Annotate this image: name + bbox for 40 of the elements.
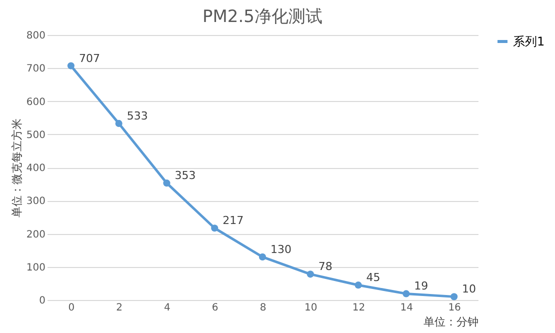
data-label: 45 [366, 271, 380, 284]
point [115, 120, 122, 127]
y-tick-label: 700 [26, 64, 46, 75]
y-tick-label: 800 [26, 30, 46, 42]
y-tick-label: 400 [26, 163, 46, 174]
point [258, 253, 266, 260]
y-tick-label: 200 [26, 229, 46, 240]
x-tick-label: 10 [304, 302, 318, 314]
x-tick-label: 8 [260, 302, 266, 314]
x-tick-label: 2 [116, 302, 123, 314]
x-tick-label: 16 [448, 302, 461, 314]
point [67, 62, 74, 70]
y-tick-label: 600 [26, 96, 46, 108]
legend-label: 系列1 [513, 34, 545, 48]
data-label: 10 [462, 282, 476, 296]
data-label: 217 [222, 214, 244, 228]
data-label: 19 [414, 280, 428, 293]
data-label: 130 [270, 242, 292, 256]
x-tick-label: 12 [352, 302, 366, 314]
y-tick-label: 100 [26, 262, 46, 274]
point [354, 282, 362, 289]
y-tick-label: 500 [26, 130, 46, 141]
x-tick-label: 0 [68, 302, 75, 314]
point [211, 224, 218, 232]
data-label: 78 [318, 260, 332, 274]
x-axis-title: 单位：分钟 [424, 316, 478, 328]
point [163, 180, 170, 187]
chart-title: PM2.5净化测试 [202, 7, 322, 27]
x-tick-label: 14 [400, 302, 414, 314]
data-label: 353 [174, 169, 196, 182]
data-label: 707 [78, 52, 100, 65]
data-label: 533 [126, 109, 148, 122]
point [402, 290, 410, 298]
x-tick-label: 4 [164, 302, 170, 314]
point [306, 270, 314, 278]
y-tick-label: 0 [39, 296, 46, 306]
y-axis-title: 单位：微克每立方米 [10, 118, 24, 218]
y-tick-label: 300 [26, 196, 46, 208]
x-tick-label: 6 [212, 302, 218, 314]
point [450, 293, 458, 300]
